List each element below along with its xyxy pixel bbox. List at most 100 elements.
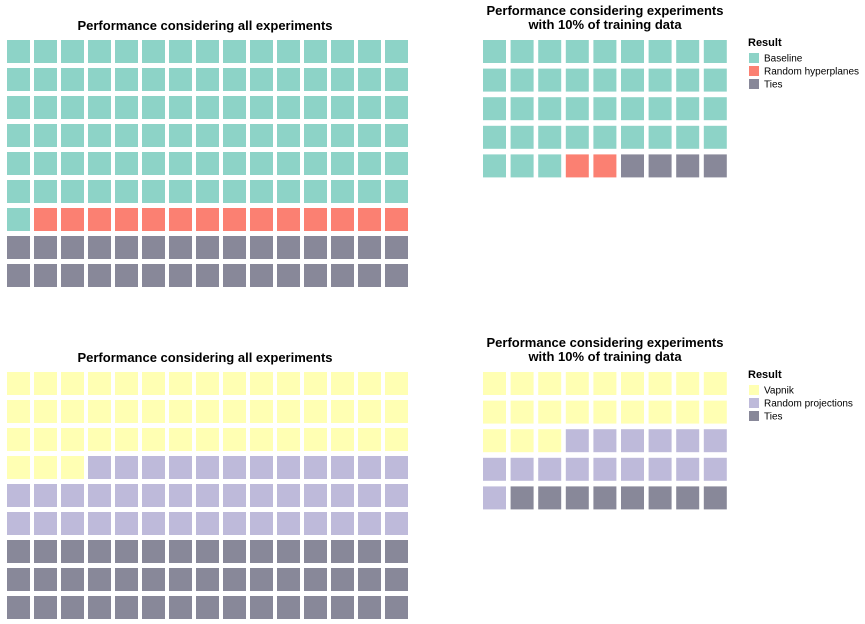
legend-label: Random projections xyxy=(764,399,853,410)
waffle-cell-random-projections xyxy=(703,429,727,453)
waffle-cell-ties xyxy=(88,596,111,619)
waffle-cell-random-hyperplanes xyxy=(565,154,589,178)
waffle-cell-vapnik xyxy=(510,429,534,453)
waffle-cell-baseline xyxy=(331,40,354,63)
waffle-cell-baseline xyxy=(142,40,165,63)
waffle-cell-random-projections xyxy=(304,484,327,507)
waffle-cell-vapnik xyxy=(61,400,84,423)
waffle-cell-ties xyxy=(34,264,57,287)
waffle-cell-baseline xyxy=(169,40,192,63)
waffle-cell-vapnik xyxy=(142,400,165,423)
waffle-cell-ties xyxy=(277,236,300,259)
waffle-cell-vapnik xyxy=(196,400,219,423)
waffle-cell-ties xyxy=(385,540,408,563)
waffle-cell-vapnik xyxy=(223,428,246,451)
waffle-cell-vapnik xyxy=(61,428,84,451)
waffle-cell-baseline xyxy=(385,96,408,119)
waffle-cell-baseline xyxy=(538,97,562,121)
waffle-cell-baseline xyxy=(223,96,246,119)
waffle-cell-baseline xyxy=(565,97,589,121)
waffle-cell-random-projections xyxy=(565,457,589,481)
waffle-cell-baseline xyxy=(304,152,327,175)
waffle-cell-ties xyxy=(331,568,354,591)
waffle-cell-random-projections xyxy=(676,457,700,481)
waffle-cell-vapnik xyxy=(483,429,506,453)
waffle-cell-baseline xyxy=(621,40,644,63)
waffle-cell-baseline xyxy=(277,152,300,175)
waffle-cell-baseline xyxy=(483,68,506,92)
waffle-cell-vapnik xyxy=(34,400,57,423)
waffle-cell-baseline xyxy=(538,68,562,92)
waffle-cell-random-projections xyxy=(223,456,246,479)
waffle-cell-random-projections xyxy=(277,512,300,535)
waffle-cell-baseline xyxy=(483,154,506,178)
waffle-cell-ties xyxy=(142,596,165,619)
waffle-cell-vapnik xyxy=(223,400,246,423)
waffle-cell-ties xyxy=(358,540,381,563)
waffle-cell-ties xyxy=(196,264,219,287)
waffle-cell-random-projections xyxy=(7,484,30,507)
waffle-cell-baseline xyxy=(250,180,273,203)
waffle-cell-vapnik xyxy=(648,372,672,395)
waffle-cell-ties xyxy=(385,568,408,591)
waffle-cell-vapnik xyxy=(621,372,644,395)
waffle-cell-baseline xyxy=(223,124,246,147)
waffle-cell-vapnik xyxy=(277,372,300,395)
waffle-cell-baseline xyxy=(358,124,381,147)
waffle-cell-baseline xyxy=(169,68,192,91)
waffle-cell-baseline xyxy=(61,180,84,203)
waffle-cell-ties xyxy=(196,568,219,591)
waffle-cell-ties xyxy=(277,264,300,287)
waffle-cell-vapnik xyxy=(7,372,30,395)
waffle-cell-baseline xyxy=(34,124,57,147)
waffle-cell-random-hyperplanes xyxy=(34,208,57,231)
waffle-cell-ties xyxy=(676,486,700,510)
waffle-cell-baseline xyxy=(223,68,246,91)
waffle-cell-baseline xyxy=(7,124,30,147)
waffle-cell-vapnik xyxy=(115,428,138,451)
waffle-cell-vapnik xyxy=(304,400,327,423)
waffle-cell-random-projections xyxy=(648,429,672,453)
waffle-cell-vapnik xyxy=(593,400,617,424)
waffle-cell-baseline xyxy=(196,124,219,147)
waffle-cell-baseline xyxy=(703,68,727,92)
waffle-cell-random-projections xyxy=(510,457,534,481)
waffle-cell-random-projections xyxy=(277,484,300,507)
waffle-panel-4: Performance considering experimentswith … xyxy=(483,335,853,510)
waffle-cell-random-projections xyxy=(385,484,408,507)
waffle-cell-baseline xyxy=(483,40,506,63)
waffle-cell-ties xyxy=(88,540,111,563)
waffle-cell-baseline xyxy=(196,152,219,175)
waffle-cell-baseline xyxy=(304,68,327,91)
waffle-cell-ties xyxy=(115,596,138,619)
waffle-cell-vapnik xyxy=(7,456,30,479)
waffle-cell-baseline xyxy=(565,125,589,149)
waffle-cell-ties xyxy=(250,264,273,287)
waffle-cell-baseline xyxy=(250,96,273,119)
waffle-cell-baseline xyxy=(115,124,138,147)
waffle-cell-baseline xyxy=(385,180,408,203)
waffle-cell-ties xyxy=(304,568,327,591)
waffle-cell-ties xyxy=(223,264,246,287)
waffle-cell-random-projections xyxy=(196,512,219,535)
waffle-cell-random-projections xyxy=(593,457,617,481)
waffle-cell-ties xyxy=(196,540,219,563)
waffle-cell-random-projections xyxy=(115,512,138,535)
waffle-cell-ties xyxy=(223,568,246,591)
waffle-cell-vapnik xyxy=(88,400,111,423)
waffle-cell-random-hyperplanes xyxy=(169,208,192,231)
waffle-cell-baseline xyxy=(676,97,700,121)
waffle-cell-baseline xyxy=(510,125,534,149)
waffle-cell-random-projections xyxy=(621,429,644,453)
waffle-cell-random-projections xyxy=(676,429,700,453)
waffle-cell-random-projections xyxy=(483,457,506,481)
waffle-cell-ties xyxy=(331,264,354,287)
waffle-cell-ties xyxy=(277,540,300,563)
waffle-cell-random-projections xyxy=(88,456,111,479)
waffle-cell-ties xyxy=(676,154,700,178)
waffle-cell-vapnik xyxy=(331,372,354,395)
waffle-cell-vapnik xyxy=(358,372,381,395)
waffle-cell-random-projections xyxy=(142,484,165,507)
waffle-cell-vapnik xyxy=(703,400,727,424)
legend-swatch xyxy=(749,66,759,76)
